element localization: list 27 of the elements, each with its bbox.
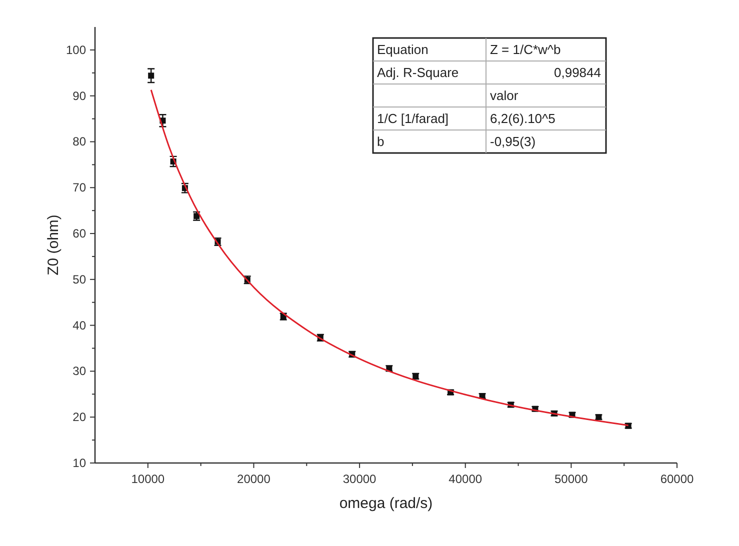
y-tick-label: 20	[72, 410, 86, 424]
annotation: valor	[490, 88, 519, 103]
annotation: 0,99844	[554, 65, 601, 80]
annotation: Adj. R-Square	[377, 65, 459, 80]
annotation: Equation	[377, 42, 428, 57]
annotation: -0,95(3)	[490, 134, 536, 149]
y-tick-label: 10	[72, 456, 86, 470]
x-tick-label: 40000	[448, 472, 482, 486]
annotation: b	[377, 134, 384, 149]
x-tick-label: 20000	[237, 472, 271, 486]
y-tick-label: 80	[72, 134, 86, 149]
annotation: 1/C [1/farad]	[377, 111, 449, 126]
x-tick-label: 60000	[660, 472, 694, 486]
x-axis-title: omega (rad/s)	[339, 495, 433, 512]
annotation: 6,2(6).10^5	[490, 111, 556, 126]
y-tick-label: 50	[72, 272, 86, 286]
y-axis-title: Z0 (ohm)	[45, 214, 62, 276]
y-tick-label: 70	[72, 180, 86, 195]
y-tick-label: 100	[66, 42, 86, 57]
annotation: Z = 1/C*w^b	[490, 42, 561, 57]
x-tick-label: 10000	[131, 472, 165, 486]
y-tick-label: 40	[72, 318, 86, 332]
y-tick-label: 90	[72, 88, 86, 103]
x-tick-label: 30000	[342, 472, 377, 486]
y-tick-label: 30	[72, 364, 86, 378]
x-tick-label: 50000	[554, 472, 588, 486]
y-tick-label: 60	[72, 226, 86, 241]
